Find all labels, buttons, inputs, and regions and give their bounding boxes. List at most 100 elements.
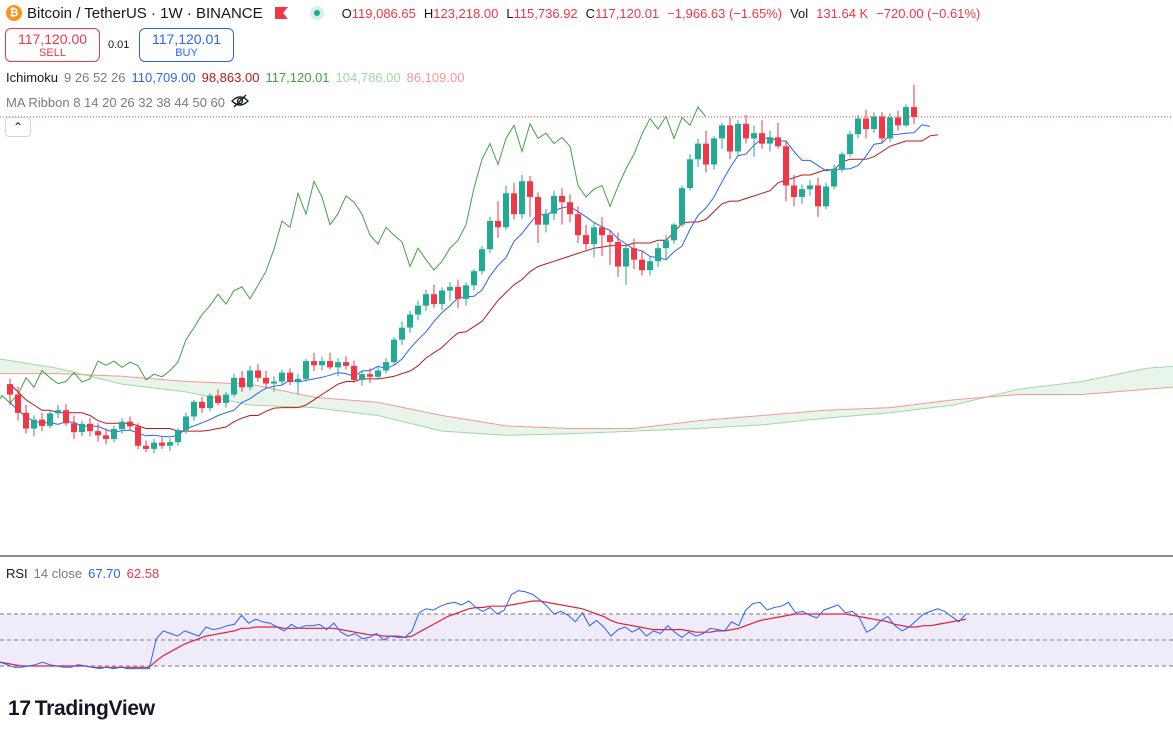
candle: [247, 365, 253, 391]
candle-body: [471, 271, 477, 286]
spread-value: 0.01: [108, 39, 130, 51]
lagging-span: [0, 106, 707, 404]
candle-body: [279, 372, 285, 382]
candle: [503, 185, 509, 230]
tradingview-logo[interactable]: 17 TradingView: [8, 697, 155, 721]
ichimoku-conversion-value: 110,709.00: [131, 70, 196, 85]
candle: [759, 120, 765, 149]
candle: [471, 269, 477, 290]
candle-body: [551, 195, 557, 214]
candle-body: [311, 361, 317, 366]
candle: [671, 223, 677, 244]
eye-hidden-icon[interactable]: [231, 94, 249, 111]
candle: [191, 399, 197, 421]
candle-body: [903, 107, 909, 126]
candle-body: [407, 314, 413, 328]
candle-body: [191, 401, 197, 417]
ichimoku-lagging-value: 117,120.01: [265, 70, 330, 85]
candle: [623, 244, 629, 285]
candle: [887, 113, 893, 143]
candle-body: [647, 261, 653, 271]
candle: [303, 359, 309, 382]
candle: [343, 356, 349, 370]
ichimoku-lead1-value: 104,786.00: [335, 70, 401, 85]
candle: [847, 130, 853, 157]
candle: [679, 185, 685, 228]
candle-body: [23, 412, 29, 429]
candle-body: [495, 221, 501, 228]
candle: [639, 250, 645, 276]
candle-body: [479, 249, 485, 272]
candle-body: [79, 423, 85, 433]
candle-body: [63, 410, 69, 424]
volume-change: −720.00 (−0.61%): [876, 5, 981, 21]
candle-body: [343, 362, 349, 366]
candle: [311, 352, 317, 372]
candle-body: [599, 227, 605, 236]
candle-body: [231, 377, 237, 395]
collapse-legend-button[interactable]: ⌃: [5, 117, 31, 137]
candle: [391, 337, 397, 365]
candle: [487, 216, 493, 254]
candle: [351, 360, 357, 384]
candle: [319, 356, 325, 371]
candle: [143, 440, 149, 453]
candle-body: [759, 133, 765, 144]
candle: [479, 245, 485, 275]
candle: [55, 405, 61, 419]
ma-ribbon-label: MA Ribbon 8 14 20 26 32 38 44 50 60: [6, 95, 226, 110]
candle-body: [567, 202, 573, 215]
volume-value: 131.64 K: [816, 5, 869, 21]
candle-body: [71, 423, 77, 433]
candle-body: [631, 248, 637, 260]
candle-body: [687, 159, 693, 189]
ichimoku-legend[interactable]: Ichimoku 9 26 52 26 110,709.00 98,863.00…: [6, 70, 464, 85]
candle: [239, 371, 245, 392]
sell-button[interactable]: 117,120.00 SELL: [5, 28, 100, 62]
candle-body: [519, 181, 525, 215]
candle-body: [791, 185, 797, 197]
candle: [223, 391, 229, 408]
candle: [207, 393, 213, 412]
ma-ribbon-legend[interactable]: MA Ribbon 8 14 20 26 32 38 44 50 60: [6, 94, 249, 111]
candle: [615, 232, 621, 277]
ichimoku-base-value: 98,863.00: [201, 70, 260, 85]
candle: [839, 151, 845, 173]
candle-body: [239, 377, 245, 388]
candle: [15, 386, 21, 421]
rsi-legend[interactable]: RSI 14 close 67.70 62.58: [6, 566, 159, 581]
buy-button[interactable]: 117,120.01 BUY: [139, 28, 234, 62]
candle: [695, 138, 701, 168]
rsi-params: 14 close: [33, 566, 83, 581]
candle-body: [807, 185, 813, 190]
candle-body: [271, 381, 277, 384]
candle-body: [39, 419, 45, 426]
candle: [719, 122, 725, 149]
candle: [631, 238, 637, 270]
candle: [295, 373, 301, 395]
candle: [815, 177, 821, 217]
candle-body: [383, 362, 389, 371]
flag-icon[interactable]: [274, 7, 288, 19]
candle: [103, 428, 109, 445]
candle-body: [199, 401, 205, 409]
candle: [199, 397, 205, 413]
candle-body: [327, 361, 333, 368]
candle: [111, 425, 117, 443]
tradingview-wordmark: TradingView: [34, 697, 155, 720]
symbol-title[interactable]: Bitcoin / TetherUS · 1W · BINANCE: [27, 4, 263, 22]
candle: [791, 175, 797, 207]
candle-body: [815, 185, 821, 207]
candle: [559, 188, 565, 225]
candle: [807, 180, 813, 196]
candle: [495, 201, 501, 238]
candle: [327, 352, 333, 370]
ohlc-high: H123,218.00: [423, 5, 499, 21]
candle: [63, 403, 69, 426]
candle-body: [735, 123, 741, 152]
buy-price: 117,120.01: [151, 31, 222, 47]
ichimoku-lines: [0, 106, 939, 438]
cloud-fill: [0, 358, 1173, 436]
candle-body: [575, 214, 581, 236]
